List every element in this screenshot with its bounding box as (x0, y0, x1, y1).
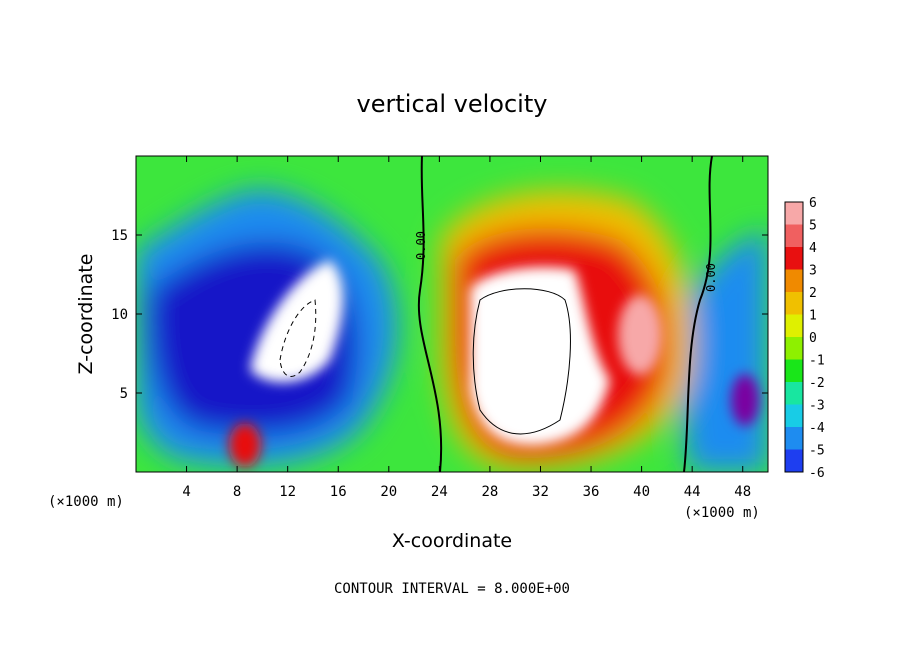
x-tick-label: 4 (182, 484, 190, 500)
x-axis-label: X-coordinate (392, 530, 512, 552)
colorbar-swatch (785, 269, 803, 293)
colorbar-swatch (785, 202, 803, 225)
colorbar-label: 2 (809, 286, 817, 301)
colorbar-swatch (785, 247, 803, 270)
colorbar-swatch (785, 427, 803, 450)
footer-note: CONTOUR INTERVAL = 8.000E+00 (334, 581, 570, 597)
colorbar-swatch (785, 382, 803, 405)
x-tick-label: 8 (233, 484, 241, 500)
zero-contour-label-left: 0.00 (414, 231, 428, 260)
colorbar: 6 5 4 3 2 1 0 -1 -2 -3 -4 -5 -6 (784, 196, 825, 481)
colorbar-swatch (785, 337, 803, 360)
x-tick-label: 28 (481, 484, 498, 500)
colorbar-label: -5 (809, 444, 825, 459)
x-tick-label: 24 (431, 484, 448, 500)
x-tick-label: 44 (684, 484, 701, 500)
x-tick-label: 16 (330, 484, 347, 500)
y-tick-label: 15 (111, 228, 128, 244)
chart-title: vertical velocity (357, 90, 548, 118)
colorbar-label: -6 (809, 466, 825, 481)
colorbar-label: -1 (809, 354, 825, 369)
y-tick-label: 5 (120, 386, 128, 402)
x-tick-label: 12 (279, 484, 296, 500)
x-tick-label: 48 (734, 484, 751, 500)
colorbar-label: 4 (809, 241, 817, 256)
colorbar-label: 5 (809, 219, 817, 234)
field-cores (229, 260, 759, 467)
colorbar-label: 6 (809, 196, 817, 211)
plot-area (136, 156, 768, 472)
colorbar-swatch (785, 404, 803, 428)
zero-contour-center-right (683, 156, 713, 472)
x-axis: 4 8 12 16 20 24 28 32 36 40 44 48 (182, 156, 751, 500)
colorbar-frame (784, 201, 804, 473)
colorbar-label: 1 (809, 309, 817, 324)
zero-contour-label-right: 0.00 (704, 263, 718, 292)
negative-core-left (250, 260, 344, 383)
warm-spot-lower-left (229, 423, 261, 467)
colorbar-label: 0 (809, 331, 817, 346)
contour-positive-core (472, 288, 571, 435)
colorbar-swatch (785, 359, 803, 383)
x-unit-right: (×1000 m) (684, 505, 760, 521)
positive-core-right (618, 295, 662, 375)
positive-core (470, 266, 610, 446)
cold-spot-right (731, 374, 759, 426)
colorbar-label: -3 (809, 399, 825, 414)
x-tick-label: 32 (532, 484, 549, 500)
colorbar-label: -4 (809, 421, 825, 436)
contour-negative-core (279, 299, 317, 377)
colorbar-swatch (785, 224, 803, 248)
x-tick-label: 36 (583, 484, 600, 500)
y-axis-label: Z-coordinate (75, 254, 97, 375)
x-unit-left: (×1000 m) (48, 494, 124, 510)
colorbar-swatch (785, 314, 803, 338)
colorbar-label: 3 (809, 264, 817, 279)
y-axis: 5 10 15 (111, 228, 768, 402)
colorbar-label: -2 (809, 376, 825, 391)
x-tick-label: 40 (633, 484, 650, 500)
zero-contour-center-left (417, 156, 443, 472)
colorbar-swatch (785, 292, 803, 315)
colorbar-swatch (785, 449, 803, 473)
x-tick-label: 20 (380, 484, 397, 500)
y-tick-label: 10 (111, 307, 128, 323)
